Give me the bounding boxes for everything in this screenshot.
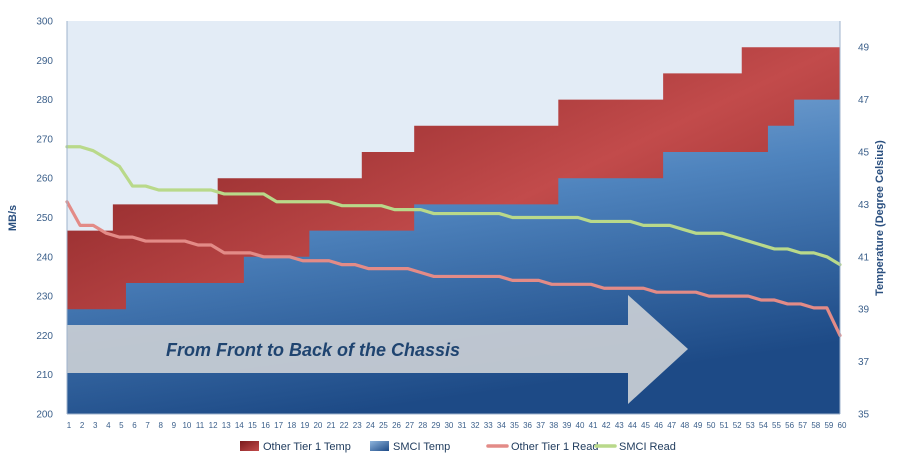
x-tick-label: 19 [300,421,309,430]
x-tick-label: 13 [222,421,231,430]
x-tick-label: 40 [576,421,585,430]
x-tick-label: 31 [458,421,467,430]
x-tick-label: 22 [340,421,349,430]
x-tick-label: 6 [132,421,137,430]
x-tick-label: 59 [824,421,833,430]
y2-axis-title: Temperature (Degree Celsius) [874,140,886,296]
x-tick-label: 56 [785,421,794,430]
x-tick-label: 38 [549,421,558,430]
x-tick-label: 52 [733,421,742,430]
y-tick-label: 290 [36,56,53,67]
x-tick-label: 35 [510,421,519,430]
legend: Other Tier 1 Temp SMCI Temp Other Tier 1 R… [240,441,676,453]
x-tick-label: 58 [811,421,820,430]
x-tick-label: 41 [589,421,598,430]
y-tick-label: 280 [36,95,53,106]
x-tick-label: 53 [746,421,755,430]
y2-tick-label: 49 [858,43,870,54]
x-tick-label: 42 [602,421,611,430]
x-tick-label: 46 [654,421,663,430]
x-tick-label: 2 [80,421,85,430]
direction-arrow: From Front to Back of the Chassis [67,295,688,404]
y-tick-label: 250 [36,213,53,224]
line-3 [65,145,842,267]
y2-tick-label: 39 [858,305,870,316]
x-tick-label: 5 [119,421,124,430]
x-tick-label: 12 [209,421,218,430]
x-tick-label: 23 [353,421,362,430]
x-tick-label: 45 [641,421,650,430]
legend-label: Other Tier 1 Read [511,441,598,453]
y2-tick-label: 47 [858,95,870,106]
x-tick-label: 43 [615,421,624,430]
y-tick-label: 220 [36,331,53,342]
x-tick-label: 39 [562,421,571,430]
x-tick-label: 57 [798,421,807,430]
x-tick-label: 32 [471,421,480,430]
x-tick-label: 14 [235,421,244,430]
y2-tick-label: 45 [858,148,870,159]
x-tick-label: 33 [484,421,493,430]
x-tick-label: 51 [720,421,729,430]
x-tick-label: 15 [248,421,257,430]
x-tick-label: 44 [628,421,637,430]
x-tick-label: 34 [497,421,506,430]
x-tick-label: 48 [680,421,689,430]
x-tick-label: 7 [145,421,150,430]
x-tick-label: 29 [431,421,440,430]
legend-label: SMCI Read [619,441,676,453]
x-tick-label: 60 [838,421,847,430]
y2-tick-label: 43 [858,200,870,211]
x-tick-label: 21 [327,421,336,430]
legend-label: Other Tier 1 Temp [263,441,351,453]
x-tick-label: 26 [392,421,401,430]
x-tick-label: 4 [106,421,111,430]
x-tick-label: 25 [379,421,388,430]
y-tick-label: 300 [36,17,53,28]
x-tick-label: 10 [182,421,191,430]
x-tick-label: 8 [158,421,163,430]
y2-tick-label: 35 [858,410,870,421]
x-tick-label: 24 [366,421,375,430]
y-tick-label: 210 [36,370,53,381]
y-tick-label: 230 [36,292,53,303]
y-tick-label: 200 [36,410,53,421]
x-tick-label: 1 [67,421,72,430]
y-tick-label: 270 [36,134,53,145]
line-2 [65,200,842,337]
x-tick-label: 36 [523,421,532,430]
legend-swatch [370,441,389,451]
y2-tick-label: 37 [858,357,870,368]
x-tick-label: 18 [287,421,296,430]
y-tick-label: 240 [36,252,53,263]
arrow-annotation: From Front to Back of the Chassis [166,340,460,360]
y-tick-label: 260 [36,174,53,185]
legend-label: SMCI Temp [393,441,450,453]
y2-tick-label: 41 [858,252,870,263]
y-axis-title: MB/s [7,205,19,231]
x-tick-label: 9 [172,421,177,430]
x-tick-label: 49 [693,421,702,430]
x-tick-label: 55 [772,421,781,430]
x-tick-label: 47 [667,421,676,430]
x-tick-label: 20 [313,421,322,430]
x-tick-label: 50 [707,421,716,430]
x-tick-label: 11 [196,421,205,430]
legend-swatch [240,441,259,451]
x-tick-label: 27 [405,421,414,430]
x-tick-label: 54 [759,421,768,430]
x-tick-label: 30 [444,421,453,430]
x-tick-label: 16 [261,421,270,430]
x-tick-label: 3 [93,421,98,430]
x-tick-label: 37 [536,421,545,430]
x-tick-label: 28 [418,421,427,430]
x-tick-label: 17 [274,421,283,430]
